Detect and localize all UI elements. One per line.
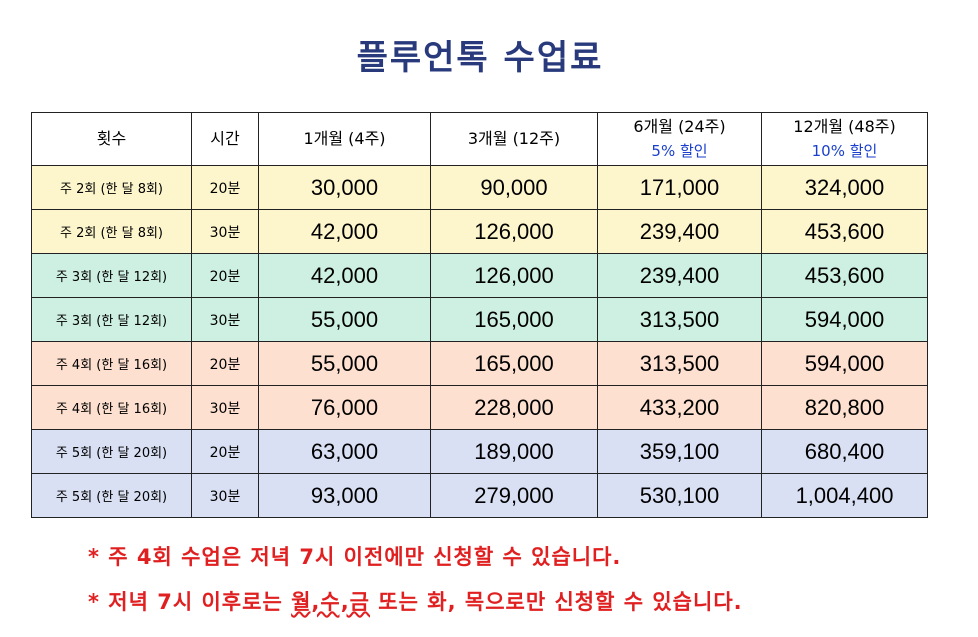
cell-3-months: 90,000 bbox=[430, 165, 598, 210]
cell-1-month: 93,000 bbox=[258, 473, 431, 518]
cell-time: 20분 bbox=[191, 341, 259, 386]
note-evening-days-list: 월,수,금 bbox=[291, 590, 370, 614]
header-1-month: 1개월 (4주) bbox=[258, 112, 431, 166]
header-count: 횟수 bbox=[31, 112, 192, 166]
cell-6-months: 530,100 bbox=[597, 473, 762, 518]
cell-12-months: 594,000 bbox=[761, 297, 928, 342]
cell-time: 30분 bbox=[191, 473, 259, 518]
cell-12-months: 324,000 bbox=[761, 165, 928, 210]
cell-12-months: 1,004,400 bbox=[761, 473, 928, 518]
table-header-row: 횟수 시간 1개월 (4주) 3개월 (12주) 6개월 (24주) 5% 할인… bbox=[31, 112, 928, 166]
cell-1-month: 30,000 bbox=[258, 165, 431, 210]
cell-3-months: 189,000 bbox=[430, 429, 598, 474]
cell-time: 20분 bbox=[191, 429, 259, 474]
header-6-months: 6개월 (24주) 5% 할인 bbox=[597, 112, 762, 166]
header-6-months-label: 6개월 (24주) bbox=[633, 117, 726, 136]
table-row: 주 2회 (한 달 8회) 20분 30,000 90,000 171,000 … bbox=[31, 165, 928, 210]
cell-1-month: 76,000 bbox=[258, 385, 431, 430]
cell-count: 주 2회 (한 달 8회) bbox=[31, 165, 192, 210]
cell-count: 주 5회 (한 달 20회) bbox=[31, 473, 192, 518]
note-evening-prefix: * 저녁 7시 이후로는 bbox=[88, 590, 292, 614]
table-row: 주 4회 (한 달 16회) 30분 76,000 228,000 433,20… bbox=[31, 385, 928, 430]
cell-1-month: 55,000 bbox=[258, 297, 431, 342]
cell-1-month: 42,000 bbox=[258, 209, 431, 254]
cell-time: 30분 bbox=[191, 385, 259, 430]
header-3-months: 3개월 (12주) bbox=[430, 112, 598, 166]
cell-count: 주 3회 (한 달 12회) bbox=[31, 297, 192, 342]
cell-count: 주 4회 (한 달 16회) bbox=[31, 385, 192, 430]
cell-count: 주 2회 (한 달 8회) bbox=[31, 209, 192, 254]
cell-6-months: 313,500 bbox=[597, 341, 762, 386]
cell-12-months: 453,600 bbox=[761, 253, 928, 298]
cell-3-months: 279,000 bbox=[430, 473, 598, 518]
cell-6-months: 313,500 bbox=[597, 297, 762, 342]
cell-12-months: 680,400 bbox=[761, 429, 928, 474]
header-time: 시간 bbox=[191, 112, 259, 166]
cell-time: 30분 bbox=[191, 209, 259, 254]
cell-3-months: 165,000 bbox=[430, 297, 598, 342]
page-title: 플루언톡 수업료 bbox=[356, 38, 604, 78]
header-12-months: 12개월 (48주) 10% 할인 bbox=[761, 112, 928, 166]
cell-3-months: 126,000 bbox=[430, 209, 598, 254]
cell-count: 주 5회 (한 달 20회) bbox=[31, 429, 192, 474]
cell-1-month: 55,000 bbox=[258, 341, 431, 386]
cell-time: 20분 bbox=[191, 253, 259, 298]
table-row: 주 4회 (한 달 16회) 20분 55,000 165,000 313,50… bbox=[31, 341, 928, 386]
cell-3-months: 165,000 bbox=[430, 341, 598, 386]
header-12-months-discount: 10% 할인 bbox=[811, 142, 878, 160]
cell-3-months: 126,000 bbox=[430, 253, 598, 298]
cell-time: 30분 bbox=[191, 297, 259, 342]
cell-6-months: 239,400 bbox=[597, 253, 762, 298]
cell-12-months: 820,800 bbox=[761, 385, 928, 430]
table-row: 주 3회 (한 달 12회) 30분 55,000 165,000 313,50… bbox=[31, 297, 928, 342]
cell-6-months: 359,100 bbox=[597, 429, 762, 474]
cell-time: 20분 bbox=[191, 165, 259, 210]
cell-12-months: 453,600 bbox=[761, 209, 928, 254]
table-row: 주 5회 (한 달 20회) 30분 93,000 279,000 530,10… bbox=[31, 473, 928, 518]
note-evening-suffix: 또는 화, 목으로만 신청할 수 있습니다. bbox=[370, 590, 743, 614]
table-row: 주 5회 (한 달 20회) 20분 63,000 189,000 359,10… bbox=[31, 429, 928, 474]
cell-6-months: 433,200 bbox=[597, 385, 762, 430]
cell-12-months: 594,000 bbox=[761, 341, 928, 386]
cell-count: 주 3회 (한 달 12회) bbox=[31, 253, 192, 298]
cell-count: 주 4회 (한 달 16회) bbox=[31, 341, 192, 386]
cell-1-month: 63,000 bbox=[258, 429, 431, 474]
header-12-months-label: 12개월 (48주) bbox=[793, 117, 896, 136]
cell-3-months: 228,000 bbox=[430, 385, 598, 430]
cell-1-month: 42,000 bbox=[258, 253, 431, 298]
table-row: 주 3회 (한 달 12회) 20분 42,000 126,000 239,40… bbox=[31, 253, 928, 298]
tuition-table: 횟수 시간 1개월 (4주) 3개월 (12주) 6개월 (24주) 5% 할인… bbox=[31, 112, 928, 518]
note-evening-days: * 저녁 7시 이후로는 월,수,금 또는 화, 목으로만 신청할 수 있습니다… bbox=[88, 586, 743, 616]
cell-6-months: 239,400 bbox=[597, 209, 762, 254]
table-row: 주 2회 (한 달 8회) 30분 42,000 126,000 239,400… bbox=[31, 209, 928, 254]
cell-6-months: 171,000 bbox=[597, 165, 762, 210]
note-weekly-4-restriction: * 주 4회 수업은 저녁 7시 이전에만 신청할 수 있습니다. bbox=[88, 545, 622, 569]
header-6-months-discount: 5% 할인 bbox=[651, 142, 708, 160]
